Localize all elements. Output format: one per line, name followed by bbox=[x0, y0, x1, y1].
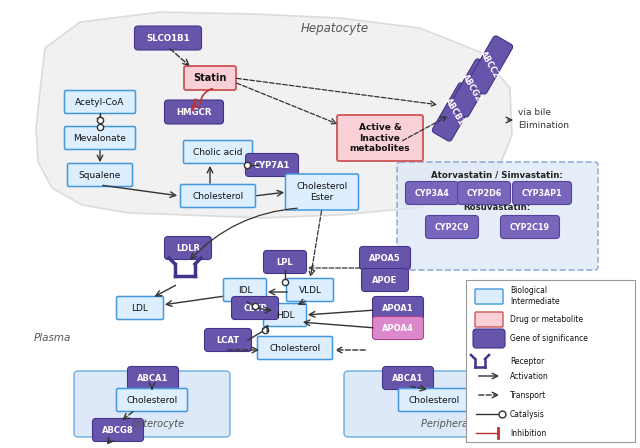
Text: Plasma: Plasma bbox=[33, 333, 70, 343]
FancyBboxPatch shape bbox=[466, 280, 635, 442]
Text: LPL: LPL bbox=[276, 258, 293, 267]
FancyArrowPatch shape bbox=[200, 89, 212, 103]
Text: HMGCR: HMGCR bbox=[176, 108, 212, 116]
FancyBboxPatch shape bbox=[264, 303, 307, 327]
Text: LDL: LDL bbox=[132, 303, 148, 313]
FancyBboxPatch shape bbox=[93, 418, 143, 441]
Text: ABCB1: ABCB1 bbox=[444, 97, 467, 127]
Text: Activation: Activation bbox=[510, 371, 548, 380]
Text: Drug or metabolite: Drug or metabolite bbox=[510, 314, 583, 323]
FancyBboxPatch shape bbox=[500, 215, 559, 238]
FancyBboxPatch shape bbox=[287, 279, 333, 302]
Text: LCAT: LCAT bbox=[216, 336, 239, 345]
Text: CYP3AP1: CYP3AP1 bbox=[522, 189, 563, 198]
FancyBboxPatch shape bbox=[383, 366, 433, 389]
Text: APOA1: APOA1 bbox=[382, 303, 414, 313]
FancyBboxPatch shape bbox=[257, 336, 333, 359]
FancyBboxPatch shape bbox=[513, 181, 572, 204]
FancyBboxPatch shape bbox=[467, 36, 513, 94]
Text: Inhibition: Inhibition bbox=[510, 428, 547, 438]
FancyBboxPatch shape bbox=[116, 388, 188, 412]
Text: Transport: Transport bbox=[510, 391, 547, 400]
FancyBboxPatch shape bbox=[426, 215, 479, 238]
FancyBboxPatch shape bbox=[406, 181, 458, 204]
FancyBboxPatch shape bbox=[399, 388, 470, 412]
FancyBboxPatch shape bbox=[449, 59, 495, 117]
Text: IDL: IDL bbox=[237, 285, 252, 294]
FancyBboxPatch shape bbox=[246, 154, 298, 177]
FancyBboxPatch shape bbox=[184, 141, 253, 164]
Polygon shape bbox=[36, 12, 512, 218]
Text: Statin: Statin bbox=[193, 73, 227, 83]
Text: CYP7A1: CYP7A1 bbox=[254, 160, 290, 169]
FancyBboxPatch shape bbox=[164, 237, 211, 259]
Text: Rosuvastatin:: Rosuvastatin: bbox=[463, 203, 531, 212]
FancyBboxPatch shape bbox=[116, 297, 163, 319]
FancyBboxPatch shape bbox=[184, 66, 236, 90]
FancyBboxPatch shape bbox=[74, 371, 230, 437]
Text: Receptor: Receptor bbox=[510, 357, 544, 366]
Text: Peripheral Tissues: Peripheral Tissues bbox=[421, 419, 510, 429]
Text: ABCA1: ABCA1 bbox=[138, 374, 169, 383]
FancyBboxPatch shape bbox=[67, 164, 132, 186]
Text: Acetyl-CoA: Acetyl-CoA bbox=[76, 98, 125, 107]
Text: LDLR: LDLR bbox=[176, 244, 200, 253]
Text: Catalysis: Catalysis bbox=[510, 409, 545, 418]
FancyBboxPatch shape bbox=[65, 90, 136, 113]
Text: APOA5: APOA5 bbox=[369, 254, 401, 263]
FancyBboxPatch shape bbox=[264, 250, 307, 273]
FancyBboxPatch shape bbox=[134, 26, 202, 50]
Text: Cholesterol
Ester: Cholesterol Ester bbox=[296, 182, 348, 202]
Text: APOE: APOE bbox=[372, 276, 397, 284]
Text: CYP2C9: CYP2C9 bbox=[435, 223, 469, 232]
FancyBboxPatch shape bbox=[164, 100, 223, 124]
Text: Elimination: Elimination bbox=[518, 121, 569, 130]
FancyBboxPatch shape bbox=[285, 174, 358, 210]
Text: Enterocyte: Enterocyte bbox=[132, 419, 185, 429]
Text: ABCG8: ABCG8 bbox=[102, 426, 134, 435]
Text: Mevalonate: Mevalonate bbox=[74, 134, 127, 142]
FancyBboxPatch shape bbox=[65, 126, 136, 150]
Text: CETP: CETP bbox=[243, 303, 267, 313]
FancyBboxPatch shape bbox=[362, 268, 408, 292]
Text: HDL: HDL bbox=[276, 310, 294, 319]
Text: Atorvastatin / Simvastatin:: Atorvastatin / Simvastatin: bbox=[431, 170, 563, 179]
FancyBboxPatch shape bbox=[372, 297, 424, 319]
FancyBboxPatch shape bbox=[475, 289, 503, 304]
Text: Cholesterol: Cholesterol bbox=[126, 396, 178, 405]
FancyBboxPatch shape bbox=[223, 279, 266, 302]
FancyBboxPatch shape bbox=[127, 366, 179, 389]
FancyBboxPatch shape bbox=[397, 162, 598, 270]
FancyBboxPatch shape bbox=[232, 297, 278, 319]
Text: APOA4: APOA4 bbox=[382, 323, 414, 332]
FancyBboxPatch shape bbox=[473, 329, 505, 348]
FancyBboxPatch shape bbox=[337, 115, 423, 161]
FancyBboxPatch shape bbox=[458, 181, 511, 204]
FancyBboxPatch shape bbox=[360, 246, 410, 270]
Text: SLCO1B1: SLCO1B1 bbox=[146, 34, 190, 43]
FancyBboxPatch shape bbox=[475, 312, 503, 327]
FancyBboxPatch shape bbox=[372, 316, 424, 340]
FancyBboxPatch shape bbox=[344, 371, 524, 437]
Text: Biological
Intermediate: Biological Intermediate bbox=[510, 286, 559, 306]
FancyBboxPatch shape bbox=[205, 328, 252, 352]
Text: Gene of significance: Gene of significance bbox=[510, 333, 588, 343]
Text: Squalene: Squalene bbox=[79, 171, 121, 180]
Text: CYP2C19: CYP2C19 bbox=[510, 223, 550, 232]
Text: CYP2D6: CYP2D6 bbox=[467, 189, 502, 198]
Text: Cholic acid: Cholic acid bbox=[193, 147, 243, 156]
Text: Active &
Inactive
metabolites: Active & Inactive metabolites bbox=[349, 123, 410, 153]
Text: via bile: via bile bbox=[518, 108, 551, 117]
Text: CYP3A4: CYP3A4 bbox=[415, 189, 449, 198]
FancyBboxPatch shape bbox=[180, 185, 255, 207]
Text: Cholesterol: Cholesterol bbox=[269, 344, 321, 353]
Text: VLDL: VLDL bbox=[298, 285, 321, 294]
Text: Hepatocyte: Hepatocyte bbox=[301, 22, 369, 34]
Text: Cholesterol: Cholesterol bbox=[193, 191, 244, 201]
FancyBboxPatch shape bbox=[433, 83, 477, 141]
Text: ABCG2: ABCG2 bbox=[461, 73, 483, 103]
Text: ABCC2: ABCC2 bbox=[479, 50, 501, 80]
Text: Cholesterol: Cholesterol bbox=[408, 396, 460, 405]
Text: ABCA1: ABCA1 bbox=[392, 374, 424, 383]
